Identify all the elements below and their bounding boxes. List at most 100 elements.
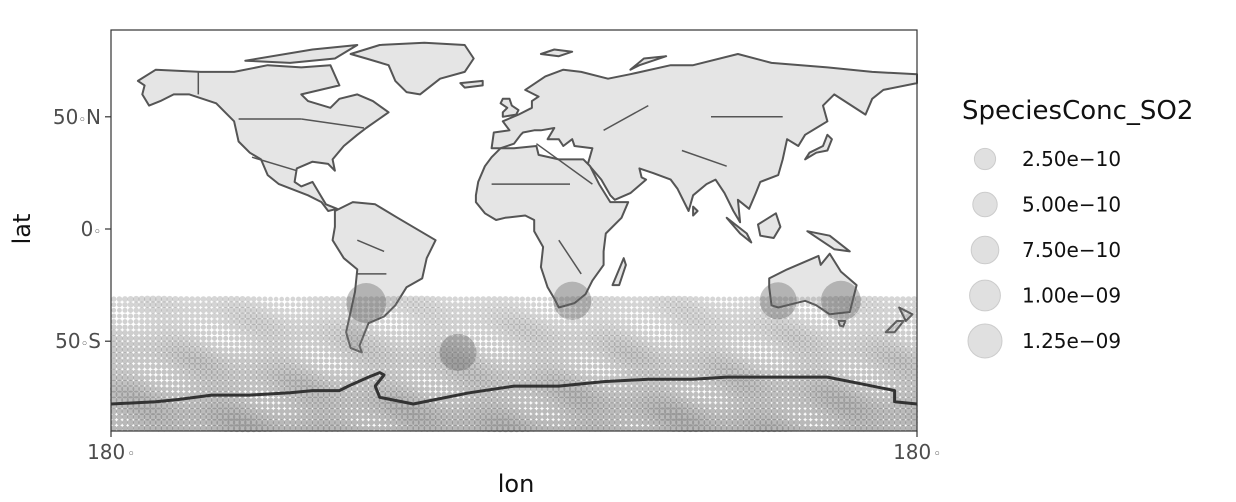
so2-point	[877, 329, 884, 336]
so2-point	[206, 307, 212, 314]
so2-point	[564, 324, 571, 331]
so2-point	[490, 424, 499, 433]
so2-point	[379, 363, 386, 370]
so2-point	[619, 357, 627, 365]
so2-point	[799, 414, 806, 420]
so2-point	[440, 340, 448, 348]
so2-point	[871, 335, 879, 342]
so2-point	[883, 391, 890, 398]
so2-point	[625, 357, 633, 365]
so2-point	[233, 407, 241, 416]
so2-point	[575, 324, 582, 331]
so2-point	[127, 307, 134, 313]
so2-point	[709, 346, 716, 353]
so2-point	[485, 296, 492, 303]
so2-point	[110, 419, 117, 426]
so2-point	[121, 385, 129, 393]
so2-point	[530, 318, 537, 325]
so2-point	[256, 397, 263, 403]
so2-point	[513, 391, 520, 398]
so2-point	[609, 307, 615, 314]
so2-point	[166, 363, 173, 370]
so2-point	[888, 425, 895, 432]
so2-point	[424, 391, 431, 398]
so2-point	[396, 330, 402, 336]
so2-point	[603, 363, 610, 370]
so2-point	[351, 402, 358, 409]
so2-point	[608, 329, 616, 337]
so2-point	[703, 418, 711, 427]
so2-point	[670, 391, 677, 398]
so2-point	[597, 352, 604, 359]
so2-point	[121, 419, 129, 426]
so2-point	[261, 363, 269, 370]
so2-point	[809, 385, 818, 393]
so2-point	[261, 318, 269, 326]
so2-point	[166, 351, 174, 359]
so2-point	[440, 402, 448, 409]
so2-point	[648, 324, 654, 330]
so2-point	[278, 362, 286, 370]
so2-point	[278, 313, 285, 319]
so2-point	[849, 318, 856, 325]
so2-point	[412, 352, 420, 359]
so2-point	[239, 368, 246, 376]
so2-point	[177, 413, 185, 421]
so2-point	[877, 380, 884, 387]
so2-point	[144, 324, 151, 331]
so2-point	[513, 323, 521, 331]
landmass-tasmania	[837, 320, 847, 328]
so2-point	[446, 318, 453, 325]
so2-point	[300, 413, 308, 421]
so2-point	[602, 346, 610, 354]
so2-point	[530, 329, 538, 337]
so2-point	[111, 319, 117, 325]
so2-point	[457, 329, 464, 336]
so2-point	[501, 424, 510, 433]
so2-point	[244, 413, 252, 421]
so2-point	[731, 408, 739, 415]
so2-point	[149, 352, 157, 359]
so2-point	[256, 307, 263, 314]
so2-point	[256, 380, 263, 387]
so2-point	[340, 380, 347, 387]
so2-point	[636, 402, 644, 410]
so2-point	[144, 335, 151, 342]
so2-point	[860, 401, 868, 410]
so2-point	[457, 335, 464, 342]
so2-point	[837, 385, 846, 393]
so2-point	[609, 318, 615, 325]
so2-point	[580, 390, 588, 399]
so2-point	[216, 307, 224, 314]
so2-point	[440, 329, 448, 336]
so2-point	[480, 301, 487, 308]
so2-point	[434, 357, 442, 365]
so2-point	[334, 334, 342, 342]
so2-point	[580, 401, 588, 410]
so2-point	[301, 335, 308, 342]
so2-point	[658, 418, 666, 427]
so2-point	[626, 313, 632, 319]
so2-point	[508, 357, 515, 364]
so2-point	[692, 357, 700, 365]
so2-point	[323, 358, 330, 364]
so2-point	[423, 306, 431, 314]
so2-point	[816, 319, 822, 325]
so2-point	[675, 363, 683, 370]
so2-point	[574, 396, 583, 404]
so2-point	[227, 418, 236, 427]
so2-point	[569, 346, 576, 353]
so2-point	[340, 408, 347, 415]
so2-point	[413, 324, 419, 331]
so2-point	[614, 385, 621, 392]
so2-point	[782, 357, 789, 364]
so2-point	[306, 296, 313, 302]
so2-point	[888, 329, 895, 336]
so2-point	[267, 413, 274, 421]
so2-point	[871, 407, 879, 415]
so2-point	[608, 296, 616, 303]
so2-point	[827, 324, 833, 330]
so2-point	[536, 296, 542, 302]
so2-point	[838, 363, 845, 370]
so2-point	[777, 363, 783, 370]
